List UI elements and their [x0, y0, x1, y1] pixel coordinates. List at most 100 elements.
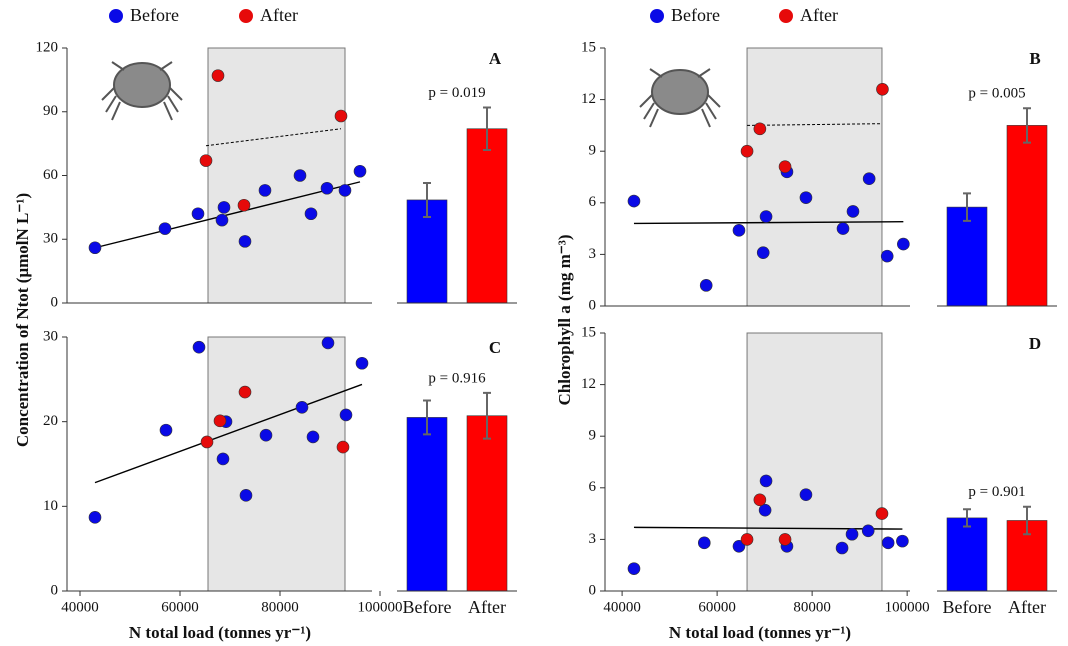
- y-tick-label: 60: [43, 167, 58, 183]
- data-point: [897, 237, 910, 251]
- y-tick-label: 15: [581, 324, 596, 340]
- y-tick-label: 30: [43, 231, 58, 247]
- data-point: [778, 160, 792, 173]
- y-tick-label: 3: [589, 246, 597, 262]
- y-tick-label: 9: [589, 143, 597, 159]
- legend-label: Before: [671, 5, 720, 25]
- x-tick-label: 100000: [885, 599, 930, 615]
- legend-label: After: [260, 5, 298, 25]
- data-point: [258, 184, 272, 197]
- x-tick-label: 100000: [358, 599, 403, 615]
- data-point: [627, 194, 641, 208]
- x-tick-label: 80000: [261, 599, 299, 615]
- fit-line: [747, 123, 882, 126]
- error-bar: [423, 181, 431, 218]
- data-point: [778, 533, 792, 546]
- data-point: [699, 279, 713, 292]
- panel-label: D: [1029, 334, 1041, 353]
- data-point: [876, 82, 889, 96]
- data-point: [836, 222, 850, 235]
- data-point: [339, 408, 353, 422]
- fit-line: [633, 526, 903, 530]
- x-tick-label: 40000: [61, 599, 99, 615]
- data-point: [799, 191, 813, 204]
- data-point: [216, 452, 230, 466]
- error-bar: [963, 508, 971, 528]
- data-point: [627, 562, 641, 575]
- x-tick-label: Before: [943, 597, 992, 617]
- x-tick-label: After: [1008, 597, 1046, 617]
- data-point: [293, 169, 307, 182]
- error-bar: [483, 391, 491, 440]
- data-point: [336, 440, 350, 454]
- y-tick-label: 20: [43, 413, 58, 429]
- data-point: [295, 400, 309, 414]
- panel-label: B: [1029, 49, 1040, 68]
- y-tick-label: 0: [51, 582, 59, 598]
- data-point: [759, 474, 773, 488]
- data-point: [217, 201, 231, 214]
- data-point: [799, 488, 813, 501]
- x-axis-label: N total load (tonnes yr⁻¹): [129, 623, 311, 642]
- y-tick-label: 12: [581, 91, 596, 107]
- data-point: [756, 246, 770, 259]
- data-point: [213, 414, 227, 428]
- bar: [466, 415, 508, 592]
- data-point: [355, 356, 369, 370]
- fit-line: [94, 181, 361, 249]
- data-point: [239, 489, 253, 502]
- data-point: [211, 69, 225, 82]
- bar: [946, 206, 988, 307]
- error-bar: [963, 192, 971, 222]
- data-point: [259, 428, 273, 442]
- data-point: [334, 109, 348, 123]
- x-axis-label: N total load (tonnes yr⁻¹): [669, 623, 851, 642]
- fit-line: [94, 383, 363, 484]
- y-tick-label: 90: [43, 103, 58, 119]
- y-tick-label: 30: [43, 328, 58, 344]
- highlight-region: [746, 332, 883, 592]
- data-point: [740, 533, 754, 546]
- data-point: [304, 207, 318, 221]
- data-point: [862, 172, 876, 186]
- legend-marker: [650, 9, 664, 23]
- bar: [1006, 125, 1048, 307]
- crab-image: [639, 68, 721, 128]
- legend-label: Before: [130, 5, 179, 25]
- bar: [406, 417, 448, 592]
- panel-label: C: [489, 338, 501, 357]
- legend-marker: [109, 9, 123, 23]
- y-tick-label: 120: [36, 39, 59, 55]
- highlight-region: [746, 47, 883, 307]
- y-axis-label: Chlorophyll a (mg m⁻³): [555, 234, 574, 405]
- panel-label: A: [489, 49, 502, 68]
- data-point: [158, 222, 172, 235]
- p-value: p = 0.916: [428, 370, 486, 386]
- fit-line: [633, 221, 904, 225]
- y-tick-label: 12: [581, 376, 596, 392]
- data-point: [753, 122, 767, 136]
- data-point: [697, 536, 711, 550]
- y-tick-label: 0: [51, 294, 59, 310]
- data-point: [306, 430, 320, 444]
- data-point: [200, 435, 214, 449]
- p-value: p = 0.901: [968, 484, 1025, 500]
- x-tick-label: After: [468, 597, 506, 617]
- data-point: [320, 181, 334, 195]
- y-tick-label: 0: [589, 582, 597, 598]
- data-point: [846, 205, 860, 218]
- y-tick-label: 15: [581, 39, 596, 55]
- data-point: [88, 241, 102, 255]
- data-point: [759, 210, 773, 223]
- bar: [466, 128, 508, 304]
- x-tick-label: 40000: [603, 599, 641, 615]
- y-tick-label: 3: [589, 531, 597, 547]
- crab-image: [101, 61, 183, 121]
- data-point: [199, 154, 213, 167]
- data-point: [740, 144, 754, 158]
- data-point: [237, 198, 251, 212]
- data-point: [159, 423, 173, 437]
- x-tick-label: 80000: [793, 599, 831, 615]
- error-bar: [1023, 505, 1031, 536]
